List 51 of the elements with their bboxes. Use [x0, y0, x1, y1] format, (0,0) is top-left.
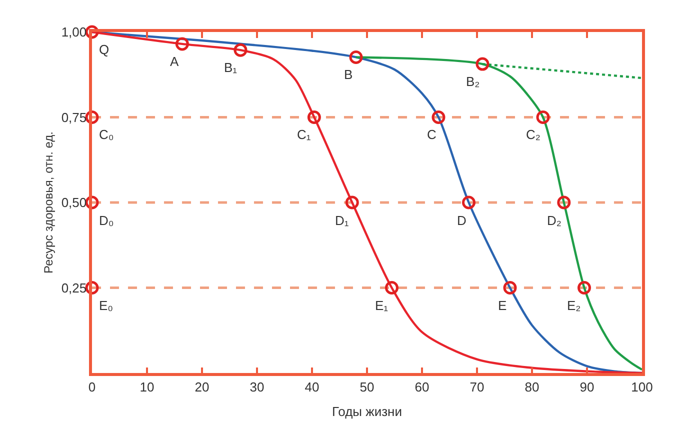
- point: [557, 196, 571, 210]
- y-tick-label: 1,00: [61, 24, 87, 40]
- y-tick-label: 0,75: [61, 110, 87, 125]
- x-tick-label: 80: [524, 379, 540, 394]
- annotation: D₁: [335, 213, 350, 228]
- annotation: C₂: [526, 127, 540, 142]
- x-tick-label: 100: [631, 379, 653, 394]
- annotation: C₀: [99, 127, 114, 142]
- point: [385, 281, 398, 294]
- annotation: D: [457, 213, 466, 228]
- point: [175, 37, 189, 51]
- point: [85, 281, 99, 294]
- point: [85, 196, 99, 210]
- annotation: D₀: [99, 213, 114, 228]
- y-tick-label: 0,25: [61, 280, 87, 296]
- annotation: E₀: [99, 298, 114, 313]
- x-axis-title: Годы жизни: [332, 404, 402, 419]
- annotation: B: [344, 67, 353, 82]
- x-tick-label: 50: [360, 379, 374, 394]
- point: [536, 110, 550, 124]
- annotation: E: [498, 298, 507, 313]
- annotation: Q: [99, 42, 110, 57]
- point: [345, 196, 359, 210]
- x-tick-label: 30: [250, 379, 264, 394]
- x-tick-label: 40: [304, 379, 320, 394]
- x-tick-label: 10: [140, 379, 154, 394]
- x-tick-label: 60: [414, 379, 430, 394]
- annotation: C₁: [297, 127, 312, 142]
- point: [476, 57, 490, 71]
- annotation: D₂: [547, 213, 562, 228]
- annotation: E₂: [567, 298, 581, 313]
- x-tick-label: 0: [88, 379, 96, 394]
- annotation: B₂: [466, 74, 480, 89]
- point: [432, 110, 446, 124]
- x-tick-label: 70: [470, 379, 484, 394]
- annotation: B₁: [224, 60, 238, 75]
- annotation: E₁: [375, 298, 389, 313]
- annotation: C: [427, 127, 436, 142]
- point: [349, 50, 363, 64]
- x-tick-label: 20: [194, 379, 210, 394]
- point: [578, 281, 591, 294]
- point: [234, 43, 248, 57]
- point: [462, 196, 476, 210]
- point: [503, 281, 517, 294]
- point: [85, 110, 99, 124]
- y-tick-label: 0,50: [61, 195, 87, 210]
- annotation: A: [170, 54, 179, 69]
- y-axis-title: Ресурс здоровья, отн. ед.: [42, 131, 56, 274]
- point: [307, 110, 321, 124]
- x-tick-label: 90: [580, 379, 594, 394]
- point: [85, 25, 99, 39]
